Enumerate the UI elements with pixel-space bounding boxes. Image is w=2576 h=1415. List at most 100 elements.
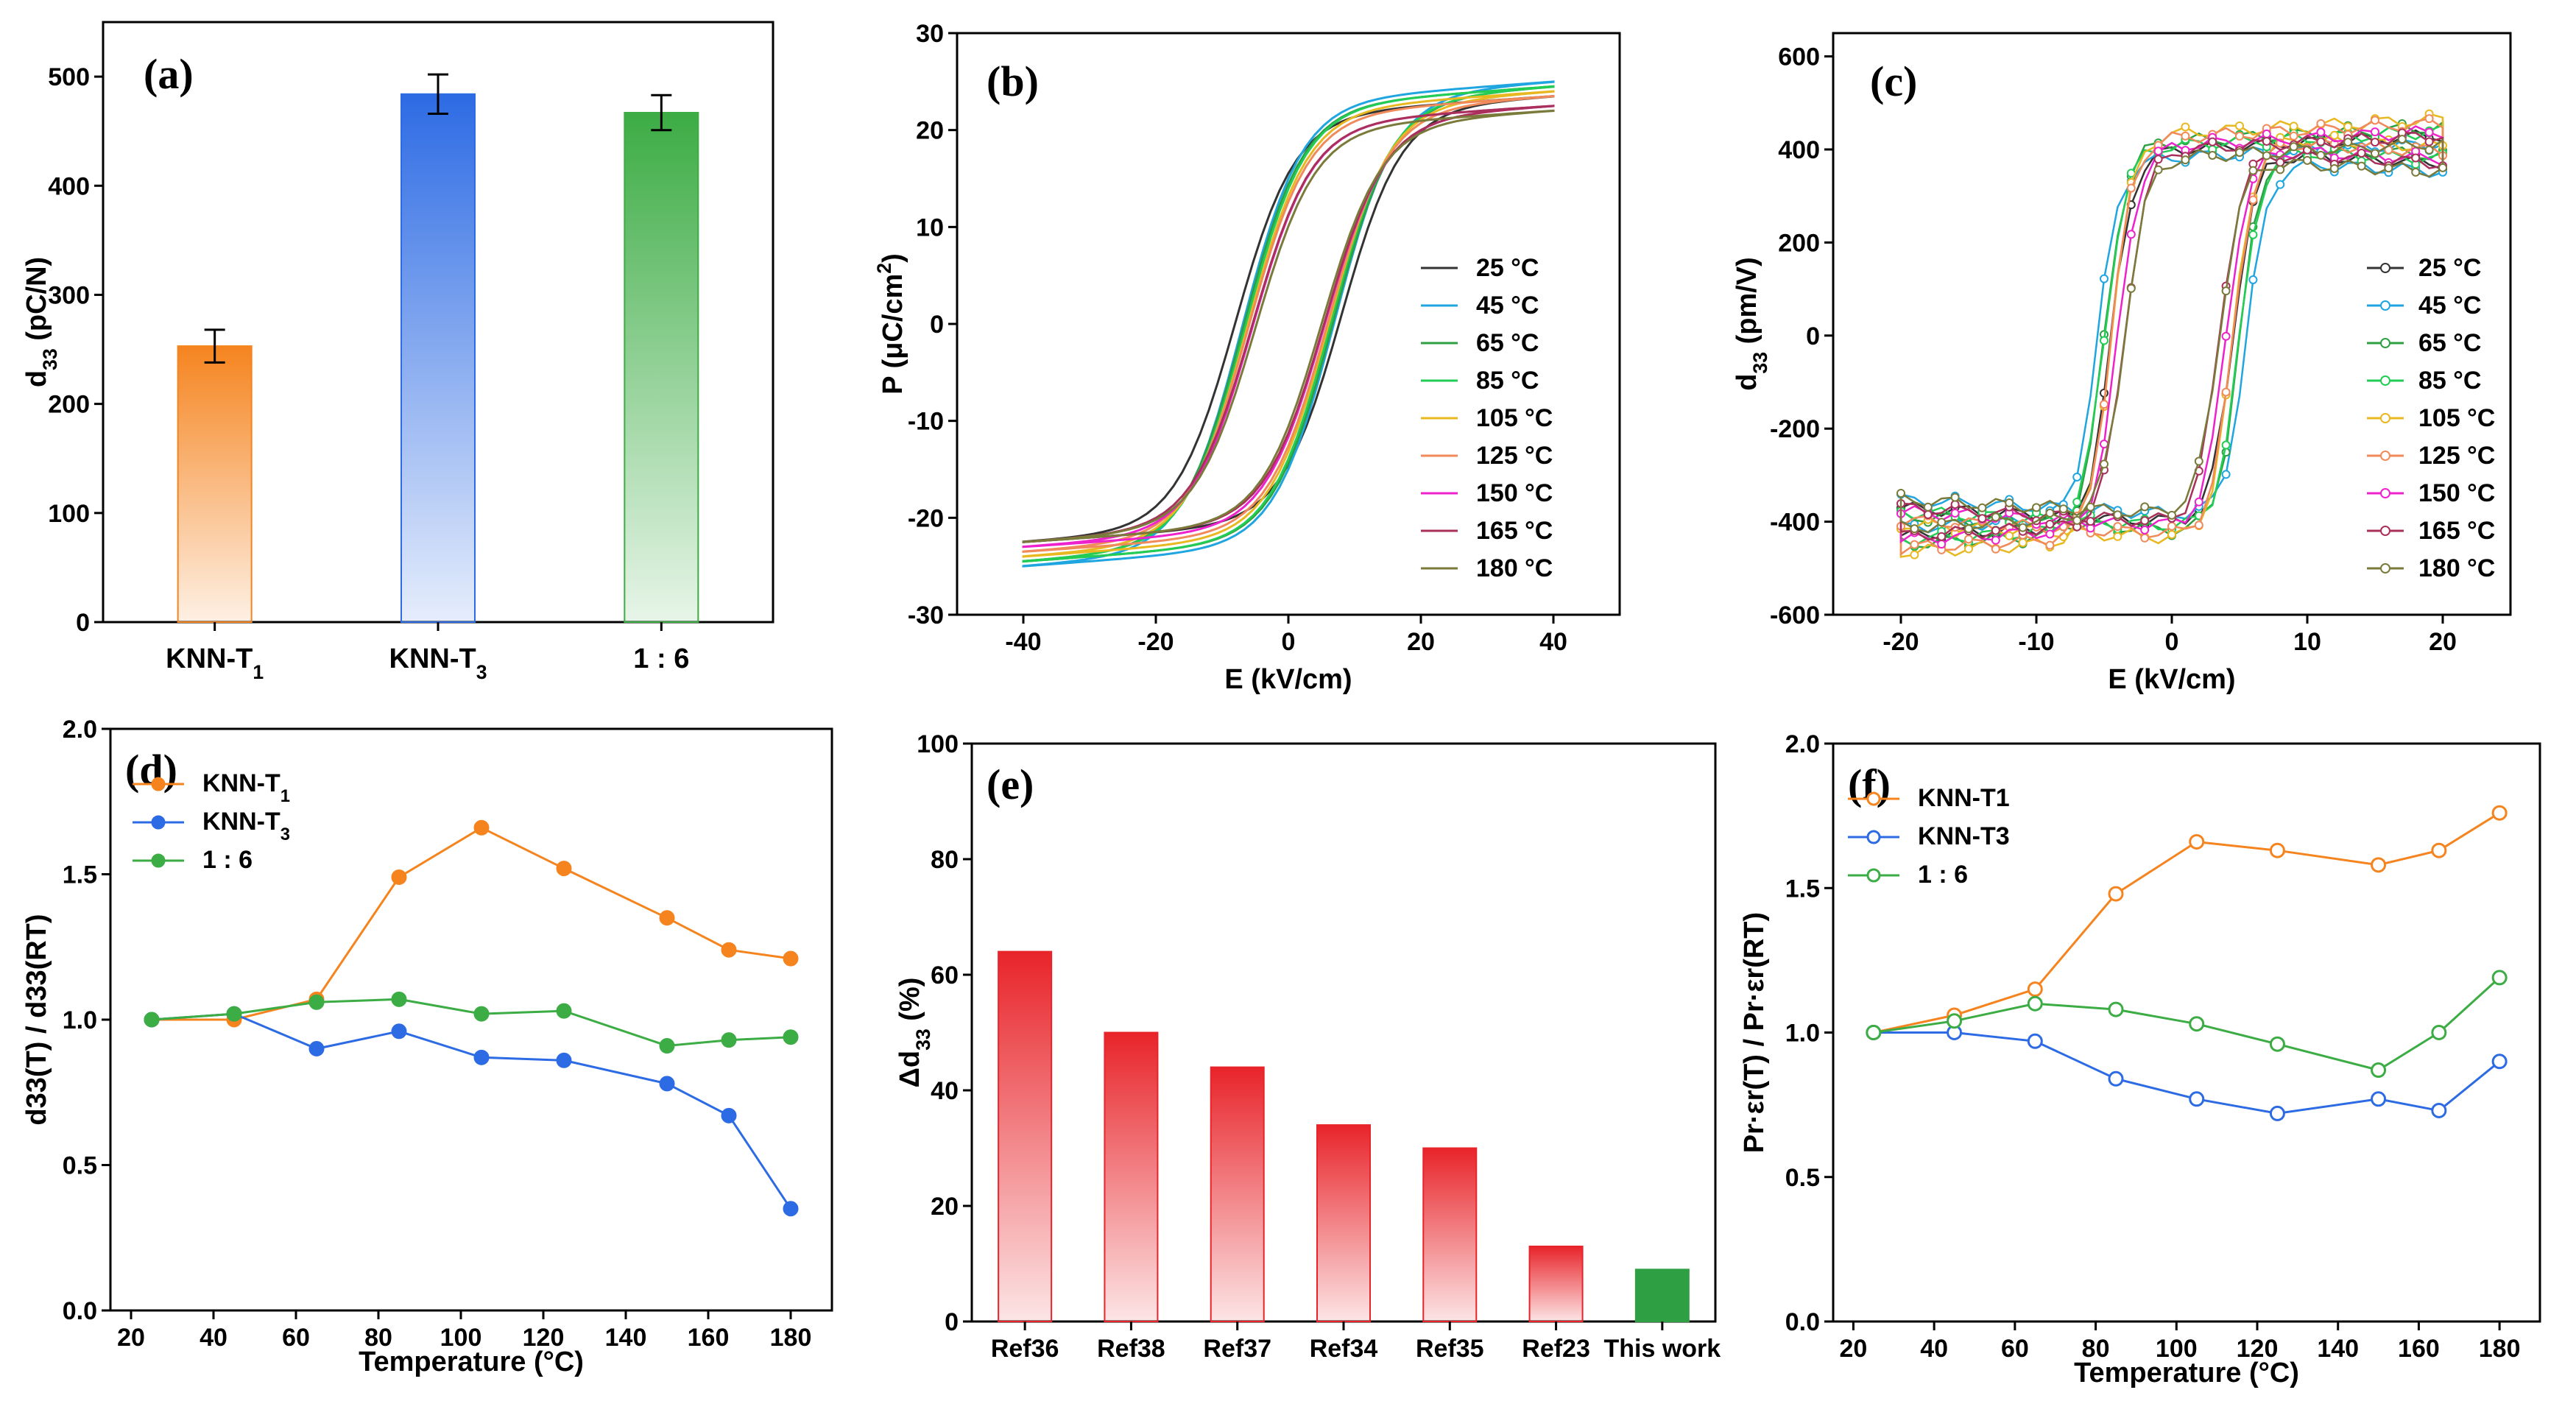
c-point [1896, 489, 1905, 498]
panel-f-legend-label-main: 1 : 6 [1918, 861, 1968, 889]
panel-f-xtick-label: 20 [1840, 1335, 1868, 1363]
panel-d-point [783, 950, 799, 967]
panel-d-xtick-label: 80 [364, 1324, 392, 1352]
c-point [1964, 544, 1973, 554]
c-point [2384, 163, 2393, 173]
c-legend-label: 105 °C [2418, 404, 2495, 432]
c-point [2276, 165, 2285, 174]
panel-label-c: (c) [1870, 57, 1917, 105]
c-point [2316, 127, 2326, 137]
c-point [1991, 544, 2000, 554]
panel-f-ytick-label: 2.0 [1785, 730, 1820, 758]
b-ylabel-part: C/cm [878, 274, 908, 342]
panel-d-point [659, 910, 675, 926]
panel-f-point [2431, 1025, 2447, 1040]
c-xtick-label: 10 [2293, 628, 2321, 656]
c-point [2126, 283, 2136, 293]
c-point [2167, 521, 2176, 531]
c-point [2032, 503, 2041, 512]
c-legend-marker [2380, 488, 2390, 498]
c-legend-label: 45 °C [2418, 292, 2481, 320]
e-ytick-label: 40 [931, 1077, 959, 1105]
a-ylabel-rest: (pC/N) [21, 257, 52, 349]
panel-b-polarization-loops: -30 -20 -10 0 10 20 30 -40 -20 0 20 40 (b) E (kV/cm) P… [873, 20, 1621, 695]
panel-f-legend-label: KNN-T3 [1918, 822, 2010, 850]
e-ytick-label: 0 [945, 1308, 959, 1336]
c-point [1910, 524, 1919, 534]
panel-d-legend-marker [151, 853, 166, 868]
panel-label-panel-d: (d) [125, 746, 177, 794]
c-point [2005, 498, 2014, 507]
e-category-label: Ref36 [991, 1335, 1059, 1363]
panel-d-legend-label: KNN-T3 [202, 808, 290, 844]
c-loop-180 °C [1899, 138, 2444, 534]
a-bar-KNN-T1 [177, 345, 253, 623]
b-loop-125 °C [1022, 94, 1555, 554]
b-ylabel-part: 2 [873, 263, 895, 274]
c-point [2329, 130, 2339, 140]
c-point [2316, 150, 2326, 160]
c-point [2058, 504, 2068, 514]
c-point [2113, 510, 2122, 520]
panel-f-point [2269, 842, 2285, 858]
panel-d-legend-marker [151, 815, 166, 830]
c-point [2208, 150, 2217, 160]
panel-d-normalized-d33-vs-temperature: 0.0 0.5 1.0 1.5 2.0 20 40 60 80 100 120 140 160 180 (d… [21, 716, 833, 1377]
c-loop-125 °C [1899, 117, 2444, 557]
c-point [2248, 230, 2258, 239]
c-legend-label: 180 °C [2418, 554, 2495, 582]
c-point [1937, 518, 1947, 527]
c-point [2018, 538, 2028, 548]
panel-c-d33-field-loops: -600 -400 -200 0 200 400 600 -20 -10 0 10 20 (c) E (k… [1732, 32, 2512, 695]
c-point [1923, 509, 1933, 519]
c-point [1977, 514, 1987, 523]
panel-f-point [2189, 1016, 2205, 1032]
panel-f-legend-marker [1866, 868, 1881, 883]
e-category-label: This work [1604, 1335, 1721, 1363]
c-ytick-label: 400 [1778, 136, 1820, 164]
panel-f-point [2431, 1102, 2447, 1118]
b-ytick-label: -30 [908, 601, 944, 629]
b-legend-label: 45 °C [1476, 292, 1539, 320]
c-point [2181, 122, 2190, 132]
c-point [2100, 400, 2109, 409]
e-bar-Ref34 [1316, 1124, 1371, 1322]
panel-d-legend-label: 1 : 6 [202, 846, 253, 874]
panel-d-point [391, 991, 407, 1007]
c-point [1910, 540, 1919, 549]
c-point [2276, 180, 2285, 189]
c-ytick-label: -200 [1770, 415, 1820, 443]
c-xtick-label: 0 [2165, 628, 2179, 656]
b-legend-label: 105 °C [1476, 404, 1553, 432]
c-ytick-label: -600 [1770, 601, 1820, 629]
c-point [2371, 138, 2379, 147]
c-point [1950, 500, 1960, 509]
panel-f-legend-label: KNN-T1 [1918, 784, 2010, 812]
c-point [2424, 137, 2434, 147]
c-legend-label: 125 °C [2418, 442, 2495, 470]
panel-d-point [308, 994, 325, 1010]
a-ytick-label: 100 [48, 500, 90, 528]
c-point [2262, 136, 2271, 146]
panel-f-legend-label-main: KNN-T3 [1918, 822, 2010, 850]
c-point [1977, 503, 1987, 512]
panel-f-xtick-label: 140 [2317, 1335, 2359, 1363]
a-ylabel-main: d [21, 370, 52, 387]
panel-d-point [721, 942, 737, 958]
panel-d-point [721, 1032, 737, 1048]
c-point [2100, 459, 2109, 469]
e-bar-Ref23 [1528, 1245, 1584, 1322]
c-point [2221, 440, 2231, 450]
panel-d-point [391, 1023, 407, 1040]
b-legend-label: 165 °C [1476, 517, 1553, 545]
panel-d-point [308, 1041, 325, 1056]
panel-d-point [473, 819, 490, 836]
c-xtick-label: -10 [2018, 628, 2054, 656]
c-legend-label: 25 °C [2418, 254, 2481, 282]
c-point [2167, 510, 2176, 520]
c-point [2221, 331, 2231, 341]
panel-d-xtick-label: 160 [688, 1324, 730, 1352]
a-ytick-label: 0 [76, 609, 90, 637]
a-ytick-label: 500 [48, 63, 90, 91]
b-loop-45 °C [1022, 80, 1555, 568]
